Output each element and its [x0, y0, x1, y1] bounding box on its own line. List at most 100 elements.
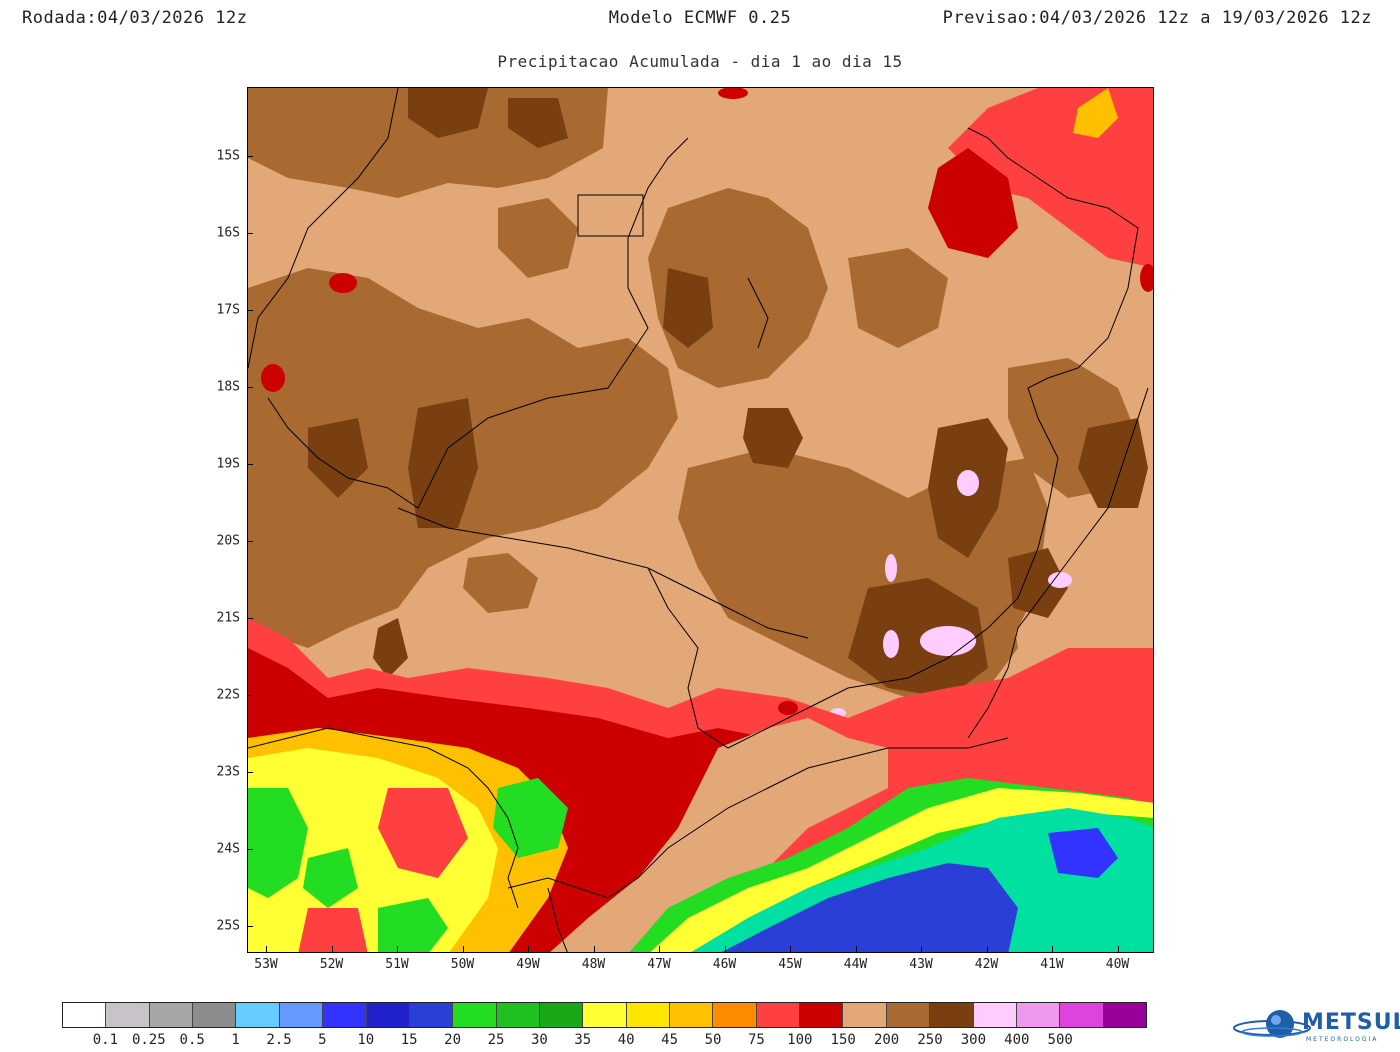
lon-label: 41W [1040, 957, 1064, 972]
legend-label: 300 [960, 1032, 987, 1048]
run-date: Rodada:04/03/2026 12z [22, 8, 247, 28]
legend-label: 150 [830, 1032, 856, 1048]
precip-250-300-areas [830, 470, 1072, 718]
precip-40-50-ne [1073, 88, 1118, 138]
legend-swatch [366, 1003, 410, 1027]
legend-swatch [323, 1003, 367, 1027]
precip-30-ocean-edge [650, 788, 1153, 952]
legend-label: 100 [787, 1032, 813, 1048]
metsul-logo-icon [1233, 1010, 1311, 1038]
legend-swatch [496, 1003, 540, 1027]
lon-tick [1052, 946, 1053, 952]
lat-label: 18S [216, 379, 240, 395]
lat-tick [247, 233, 253, 234]
lat-label: 20S [216, 533, 240, 549]
legend-swatch [843, 1003, 887, 1027]
legend-swatch [1060, 1003, 1104, 1027]
legend-label: 40 [617, 1032, 635, 1048]
precip-100-150-ne [928, 148, 1018, 258]
legend-label: 200 [873, 1032, 900, 1048]
lat-tick [247, 772, 253, 773]
lon-label: 49W [516, 957, 540, 972]
precip-20-25-areas [248, 778, 568, 952]
legend-swatch [149, 1003, 194, 1027]
legend-swatch [539, 1003, 584, 1027]
lat-tick [247, 618, 253, 619]
precip-5-10-ocean [1048, 828, 1118, 878]
legend-label: 1 [231, 1032, 240, 1048]
precip-10-15-ocean [721, 863, 1018, 952]
lat-label: 22S [216, 687, 240, 703]
precip-50-75-spots [298, 788, 468, 952]
lon-tick [528, 946, 529, 952]
legend-label: 30 [530, 1032, 548, 1048]
lat-label: 21S [216, 610, 240, 626]
lon-label: 45W [778, 957, 802, 972]
legend-swatch [756, 1003, 801, 1027]
legend-label: 45 [661, 1032, 679, 1048]
lat-label: 19S [216, 456, 240, 472]
legend-label: 0.25 [131, 1032, 166, 1048]
color-legend [62, 1002, 1147, 1028]
legend-label: 25 [487, 1032, 505, 1048]
lat-label: 25S [216, 918, 240, 934]
precipitation-field [248, 88, 1153, 952]
lat-tick [247, 849, 253, 850]
legend-swatch [973, 1003, 1017, 1027]
legend-swatch [106, 1003, 150, 1027]
legend-swatch [626, 1003, 671, 1027]
lon-tick [659, 946, 660, 952]
lon-label: 40W [1105, 957, 1130, 972]
legend-swatch [886, 1003, 931, 1027]
legend-label: 500 [1047, 1032, 1073, 1048]
lon-label: 48W [581, 957, 606, 972]
lon-label: 44W [843, 957, 868, 972]
lon-label: 52W [319, 957, 344, 972]
lat-label: 17S [216, 302, 240, 318]
precip-100-spots [261, 88, 1153, 715]
run-label: Rodada: [22, 8, 98, 28]
lat-tick [247, 310, 253, 311]
lon-tick [724, 946, 726, 952]
map-subtitle: Precipitacao Acumulada - dia 1 ao dia 15 [497, 52, 903, 71]
lon-tick [397, 946, 398, 952]
legend-swatch [409, 1003, 454, 1027]
lon-tick [1117, 946, 1119, 952]
lon-tick [331, 946, 333, 952]
legend-swatch [1016, 1003, 1061, 1027]
run-value: 04/03/2026 12z [97, 8, 248, 28]
logo-tagline: METEOROLOGIA [1306, 1036, 1379, 1043]
legend-label: 2.5 [266, 1032, 292, 1048]
legend-swatch [193, 1003, 237, 1027]
lat-label: 15S [216, 148, 240, 164]
lon-tick [593, 946, 595, 952]
legend-label: 400 [1004, 1032, 1030, 1048]
legend-swatch [713, 1003, 757, 1027]
legend-label: 35 [574, 1032, 592, 1048]
logo-name: METSUL [1302, 1010, 1400, 1035]
lon-label: 42W [974, 957, 999, 972]
legend-label: 10 [357, 1032, 375, 1048]
model-name: Modelo ECMWF 0.25 [608, 8, 792, 28]
lon-label: 50W [450, 957, 475, 972]
legend-label: 15 [400, 1032, 418, 1048]
precipitation-map [247, 87, 1154, 953]
lat-tick [247, 926, 253, 927]
lon-tick [462, 946, 464, 952]
lon-tick [266, 946, 267, 952]
lon-tick [855, 946, 857, 952]
lon-tick [986, 946, 988, 952]
lat-label: 24S [216, 841, 240, 857]
lat-tick [247, 156, 253, 157]
lat-tick [247, 695, 253, 696]
lon-label: 51W [385, 957, 409, 972]
legend-label: 0.1 [92, 1032, 119, 1048]
legend-label: 75 [747, 1032, 765, 1048]
legend-swatch [1103, 1003, 1146, 1027]
legend-label: 0.5 [179, 1032, 205, 1048]
legend-swatch [670, 1003, 714, 1027]
lon-tick [790, 946, 791, 952]
legend-label: 20 [444, 1032, 462, 1048]
legend-label: 5 [318, 1032, 327, 1048]
legend-swatch [800, 1003, 844, 1027]
